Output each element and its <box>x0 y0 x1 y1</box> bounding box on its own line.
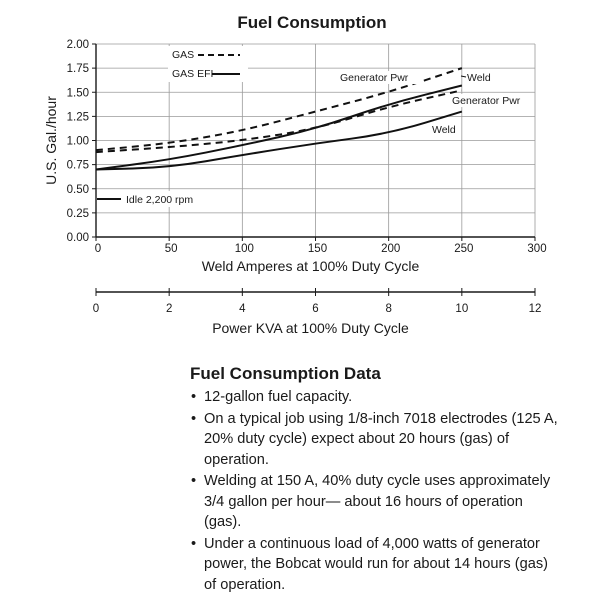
info-item: 12-gallon fuel capacity. <box>190 387 560 408</box>
idle-label-background <box>100 191 196 207</box>
annotation-background <box>450 94 532 107</box>
x-tick-label: 200 <box>381 243 400 255</box>
x2-tick-label: 4 <box>239 303 246 315</box>
series-line-2 <box>95 89 463 154</box>
series-line-4 <box>95 110 463 171</box>
fuel-consumption-data-section: Fuel Consumption Data 12-gallon fuel cap… <box>190 364 560 596</box>
annotation-pointer <box>460 75 467 78</box>
legend-label-gas: GAS <box>172 49 194 61</box>
series-line-3 <box>95 84 463 171</box>
x2-axis-label: Power KVA at 100% Duty Cycle <box>212 320 409 336</box>
annotation-background <box>338 71 420 84</box>
x-tick-label: 50 <box>165 243 178 255</box>
x-axis-label: Weld Amperes at 100% Duty Cycle <box>202 258 420 274</box>
x2-tick-label: 12 <box>529 303 542 315</box>
x-tick-label: 0 <box>95 243 101 255</box>
x-tick-label: 250 <box>454 243 473 255</box>
idle-label: Idle 2,200 rpm <box>126 194 193 206</box>
y-tick-label: 0.50 <box>67 184 89 196</box>
y-tick-label: 0.75 <box>67 160 89 172</box>
annotation-label: Weld <box>432 124 456 136</box>
y-tick-label: 2.00 <box>67 39 89 51</box>
legend-label-gas-efi: GAS EFI <box>172 68 213 80</box>
chart-title: Fuel Consumption <box>237 13 386 32</box>
annotation-label: Generator Pwr <box>452 95 521 107</box>
fuel-consumption-chart: Fuel Consumption 0.00 0.25 0.50 0.75 1.00 1.25… <box>43 13 547 336</box>
series-line-1 <box>95 67 463 152</box>
y-tick-label: 0.00 <box>67 232 89 244</box>
x2-tick-label: 0 <box>93 303 99 315</box>
x2-tick-label: 6 <box>312 303 318 315</box>
info-heading: Fuel Consumption Data <box>190 364 381 383</box>
y-tick-label: 1.00 <box>67 136 89 148</box>
y-tick-label: 0.25 <box>67 208 89 220</box>
x2-tick-label: 2 <box>166 303 172 315</box>
x2-tick-label: 10 <box>455 303 468 315</box>
x-tick-label: 300 <box>527 243 546 255</box>
y-axis-label: U.S. Gal./hour <box>43 96 59 185</box>
info-item: Welding at 150 A, 40% duty cycle uses ap… <box>190 471 560 533</box>
y-tick-label: 1.25 <box>67 111 89 123</box>
x-tick-label: 100 <box>235 243 254 255</box>
annotation-label: Generator Pwr <box>340 72 409 84</box>
y-tick-label: 1.75 <box>67 63 89 75</box>
legend-background <box>168 46 248 82</box>
x2-tick-label: 8 <box>385 303 391 315</box>
annotation-label: Weld <box>467 72 491 84</box>
info-item: On a typical job using 1/8-inch 7018 ele… <box>190 409 560 471</box>
x-tick-label: 150 <box>308 243 327 255</box>
annotation-background <box>430 123 458 136</box>
info-item: Under a continuous load of 4,000 watts o… <box>190 534 560 596</box>
annotation-background <box>465 71 493 84</box>
info-list: 12-gallon fuel capacity. On a typical jo… <box>190 387 560 595</box>
y-tick-label: 1.50 <box>67 87 89 99</box>
